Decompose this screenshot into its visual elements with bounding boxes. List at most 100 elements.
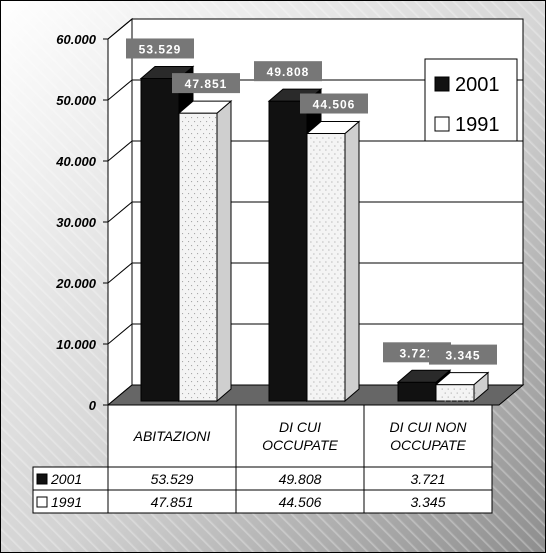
bar-dot	[337, 221, 339, 223]
bar-dot	[188, 265, 190, 267]
bar-dot	[337, 309, 339, 311]
bar-dot	[191, 365, 193, 367]
bar-dot	[316, 337, 318, 339]
bar-dot	[340, 169, 342, 171]
bar-dot	[203, 389, 205, 391]
bar-dot	[215, 133, 217, 135]
bar-dot	[313, 205, 315, 207]
bar-dot	[322, 153, 324, 155]
bar-dot	[319, 389, 321, 391]
bar-dot	[200, 201, 202, 203]
bar-dot	[334, 297, 336, 299]
bar-dot	[313, 277, 315, 279]
bar-dot	[322, 329, 324, 331]
bar-dot	[316, 281, 318, 283]
bar-dot	[331, 205, 333, 207]
bar-dot	[322, 321, 324, 323]
bar-dot	[191, 245, 193, 247]
bar-dot	[319, 317, 321, 319]
bar-dot	[209, 125, 211, 127]
bar-dot	[203, 245, 205, 247]
bar-dot	[209, 205, 211, 207]
table-cell: 53.529	[151, 471, 194, 487]
bar-front	[435, 384, 475, 402]
bar-dot	[200, 313, 202, 315]
bar-dot	[194, 201, 196, 203]
bar-dot	[203, 317, 205, 319]
bar-dot	[200, 177, 202, 179]
bar-dot	[322, 353, 324, 355]
bar-dot	[322, 313, 324, 315]
bar-dot	[215, 117, 217, 119]
table-cell: 47.851	[151, 494, 194, 510]
bar-dot	[191, 269, 193, 271]
bar-dot	[203, 365, 205, 367]
bar-dot	[310, 345, 312, 347]
bar-dot	[334, 209, 336, 211]
bar-dot	[203, 221, 205, 223]
bar-dot	[182, 345, 184, 347]
bar-dot	[200, 153, 202, 155]
table-series-name: 2001	[50, 471, 82, 487]
bar-dot	[340, 281, 342, 283]
table-legend-swatch	[36, 496, 48, 508]
bar-dot	[194, 353, 196, 355]
bar-dot	[310, 185, 312, 187]
bar-front	[178, 112, 218, 402]
bar-top	[434, 372, 490, 386]
table-cell: 44.506	[279, 494, 322, 510]
bar-dot	[209, 189, 211, 191]
bar-dot	[334, 225, 336, 227]
bar-dot	[313, 325, 315, 327]
bar-dot	[188, 385, 190, 387]
bar-dot	[319, 229, 321, 231]
bar-dot	[215, 381, 217, 383]
bar-dot	[328, 225, 330, 227]
bar-dot	[209, 261, 211, 263]
bar-dot	[334, 289, 336, 291]
bar-dot	[197, 349, 199, 351]
category-label: DI CUI	[279, 419, 321, 435]
bar-dot	[310, 313, 312, 315]
bar-dot	[316, 377, 318, 379]
bar-dot	[194, 313, 196, 315]
bar-dot	[319, 189, 321, 191]
bar-dot	[206, 313, 208, 315]
bar-dot	[310, 393, 312, 395]
bar-dot	[203, 269, 205, 271]
bar-dot	[212, 185, 214, 187]
bar-dot	[206, 129, 208, 131]
bar-dot	[209, 341, 211, 343]
bar-dot	[343, 301, 345, 303]
bar-dot	[209, 397, 211, 399]
bar-dot	[310, 233, 312, 235]
bar-dot	[337, 333, 339, 335]
bar-dot	[188, 305, 190, 307]
bar-dot	[197, 149, 199, 151]
bar-dot	[206, 193, 208, 195]
bar-dot	[191, 285, 193, 287]
bar-dot	[182, 393, 184, 395]
bar-dot	[331, 213, 333, 215]
bar-dot	[212, 321, 214, 323]
bar-dot	[197, 285, 199, 287]
bar-dot	[337, 213, 339, 215]
bar-dot	[310, 169, 312, 171]
bar-dot	[340, 369, 342, 371]
bar-dot	[203, 309, 205, 311]
bar-dot	[185, 133, 187, 135]
bar-dot	[310, 369, 312, 371]
bar-top	[396, 369, 452, 383]
bar-dot	[313, 245, 315, 247]
bar-dot	[322, 257, 324, 259]
bar-dot	[322, 249, 324, 251]
bar-dot	[310, 281, 312, 283]
bar-dot	[328, 177, 330, 179]
legend-label: 2001	[455, 74, 500, 96]
bar-dot	[203, 285, 205, 287]
bar-dot	[313, 285, 315, 287]
bar-dot	[459, 388, 461, 390]
bar-dot	[182, 377, 184, 379]
bar-dot	[319, 205, 321, 207]
bar-dot	[328, 385, 330, 387]
